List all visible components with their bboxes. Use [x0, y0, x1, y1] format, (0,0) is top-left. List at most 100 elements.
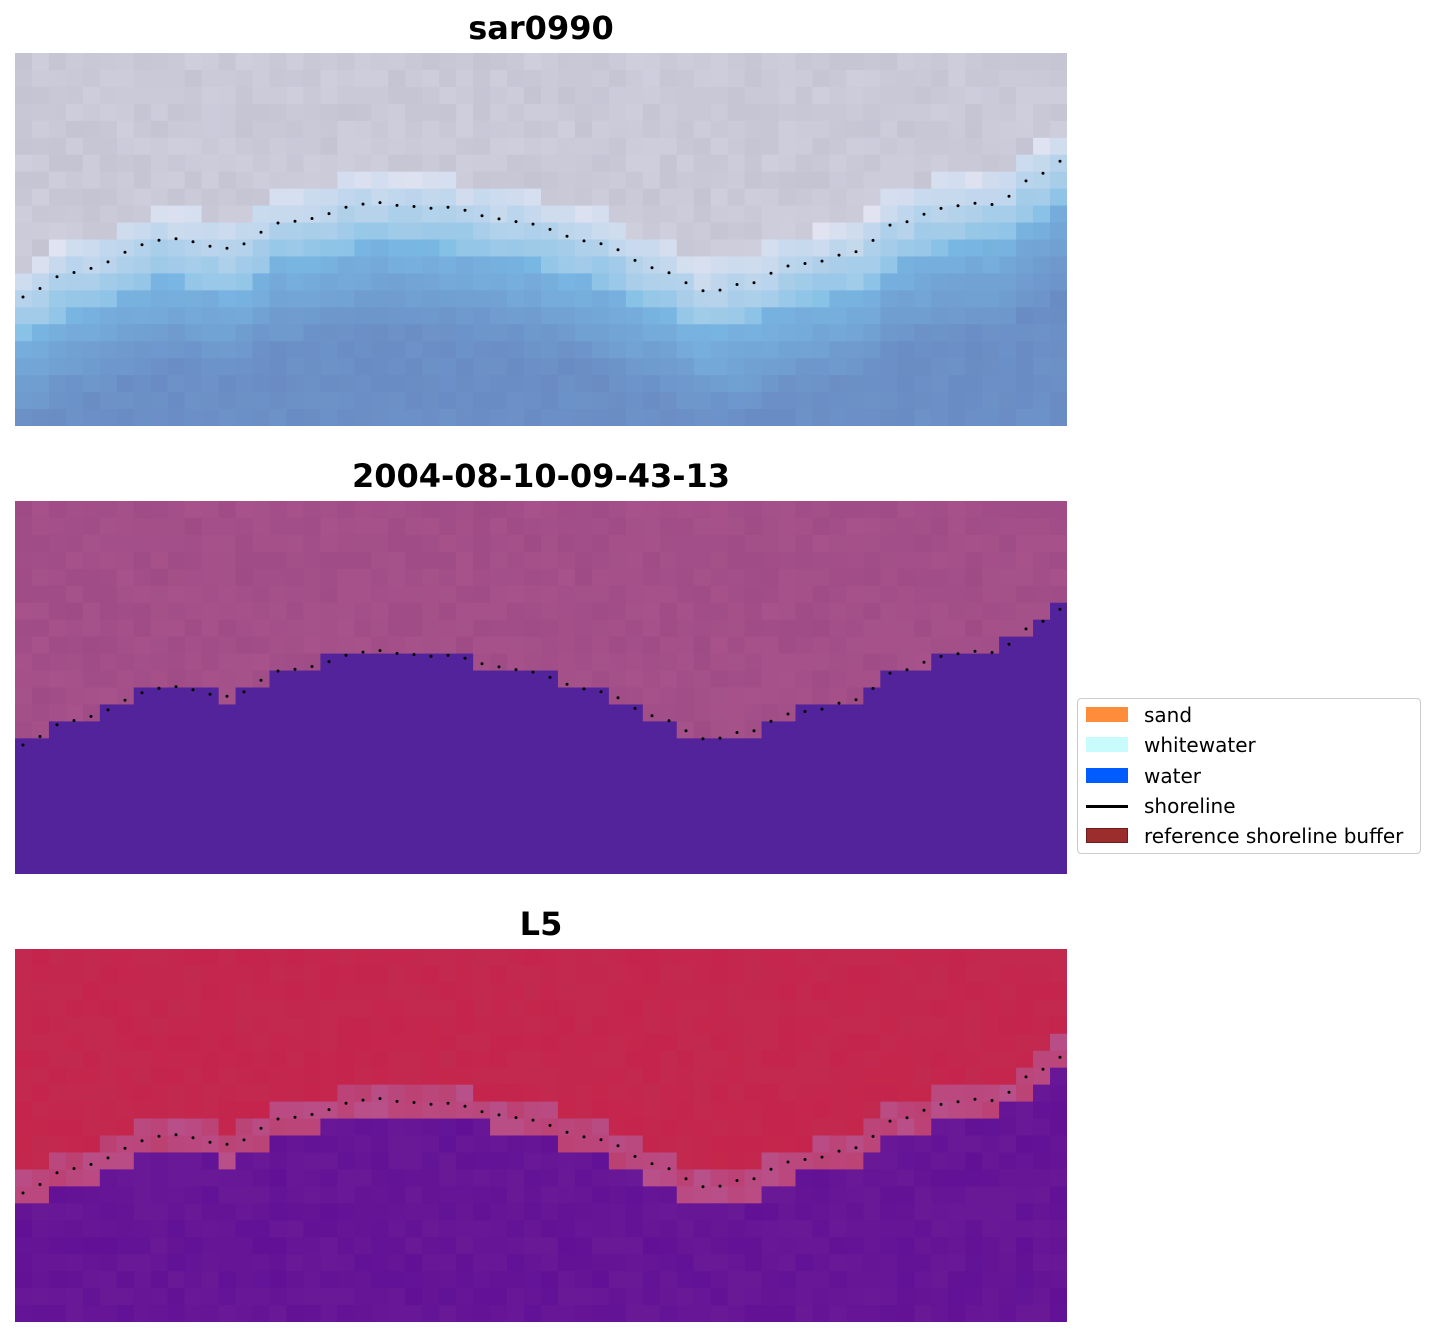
image-pixel: [897, 120, 915, 139]
image-pixel: [167, 789, 186, 807]
image-pixel: [354, 1152, 372, 1170]
image-pixel: [99, 137, 118, 156]
image-pixel: [48, 358, 67, 376]
image-pixel: [982, 1237, 1000, 1255]
image-pixel: [65, 823, 84, 841]
image-pixel: [507, 1169, 525, 1187]
image-pixel: [507, 324, 525, 342]
image-pixel: [286, 205, 305, 224]
shoreline-point: [89, 714, 93, 718]
image-pixel: [337, 982, 355, 1001]
image-pixel: [167, 188, 186, 207]
image-pixel: [541, 704, 559, 722]
image-pixel: [812, 1050, 831, 1069]
image-pixel: [252, 501, 271, 519]
image-pixel: [439, 619, 457, 638]
image-pixel: [371, 1186, 389, 1204]
image-pixel: [778, 568, 797, 587]
image-pixel: [1016, 222, 1034, 241]
image-pixel: [48, 517, 67, 536]
image-pixel: [948, 823, 966, 841]
image-pixel: [863, 755, 881, 773]
image-pixel: [1050, 324, 1067, 342]
image-pixel: [982, 1305, 1000, 1322]
image-pixel: [201, 324, 220, 342]
image-pixel: [31, 341, 50, 359]
image-pixel: [965, 1237, 983, 1255]
image-pixel: [914, 120, 932, 139]
image-pixel: [371, 1220, 389, 1238]
image-pixel: [422, 1152, 440, 1170]
image-pixel: [439, 1254, 457, 1272]
image-pixel: [846, 789, 864, 807]
shoreline-point: [548, 675, 552, 679]
image-pixel: [557, 222, 576, 241]
image-pixel: [778, 1169, 797, 1187]
image-pixel: [65, 840, 84, 858]
image-pixel: [65, 517, 84, 536]
image-pixel: [846, 222, 864, 241]
image-pixel: [82, 823, 101, 841]
image-pixel: [1050, 341, 1067, 359]
image-pixel: [625, 69, 644, 88]
image-pixel: [167, 53, 186, 71]
image-pixel: [608, 585, 627, 604]
image-pixel: [1033, 120, 1051, 139]
image-pixel: [507, 222, 525, 241]
image-pixel: [574, 704, 593, 722]
image-pixel: [286, 1152, 305, 1170]
image-pixel: [218, 823, 237, 841]
image-pixel: [439, 1101, 457, 1120]
image-pixel: [388, 358, 406, 376]
image-pixel: [286, 585, 305, 604]
image-pixel: [439, 501, 457, 519]
image-pixel: [931, 239, 949, 258]
image-pixel: [218, 86, 237, 105]
shoreline-point: [72, 719, 76, 722]
image-pixel: [507, 1220, 525, 1238]
image-pixel: [1016, 568, 1034, 587]
image-pixel: [914, 949, 932, 967]
image-pixel: [320, 1084, 338, 1103]
image-pixel: [48, 154, 67, 173]
image-pixel: [184, 501, 203, 519]
image-pixel: [286, 1237, 305, 1255]
image-pixel: [388, 86, 406, 105]
image-pixel: [167, 636, 186, 655]
image-pixel: [371, 1152, 389, 1170]
image-pixel: [286, 1135, 305, 1154]
image-pixel: [965, 1203, 983, 1221]
image-pixel: [1050, 721, 1067, 739]
image-pixel: [184, 619, 203, 638]
image-pixel: [846, 1288, 864, 1306]
image-pixel: [591, 551, 610, 570]
shoreline-point: [242, 690, 246, 694]
image-pixel: [812, 1186, 831, 1204]
image-pixel: [286, 1033, 305, 1052]
image-pixel: [846, 636, 864, 655]
image-pixel: [320, 823, 338, 841]
image-pixel: [761, 687, 780, 706]
image-pixel: [184, 1254, 203, 1272]
image-pixel: [744, 358, 763, 376]
image-pixel: [184, 1016, 203, 1035]
image-pixel: [659, 1305, 678, 1322]
image-pixel: [557, 1254, 576, 1272]
image-pixel: [31, 137, 50, 156]
image-pixel: [541, 1203, 559, 1221]
image-pixel: [473, 670, 491, 689]
image-pixel: [659, 358, 678, 376]
image-pixel: [150, 840, 169, 858]
image-pixel: [507, 551, 525, 570]
image-pixel: [829, 551, 848, 570]
image-pixel: [99, 307, 118, 325]
image-pixel: [846, 857, 864, 874]
image-pixel: [82, 636, 101, 655]
image-pixel: [1016, 755, 1034, 773]
image-pixel: [812, 982, 831, 1001]
image-pixel: [320, 670, 338, 689]
image-pixel: [439, 171, 457, 190]
image-pixel: [48, 687, 67, 706]
image-pixel: [48, 965, 67, 984]
image-pixel: [778, 670, 797, 689]
